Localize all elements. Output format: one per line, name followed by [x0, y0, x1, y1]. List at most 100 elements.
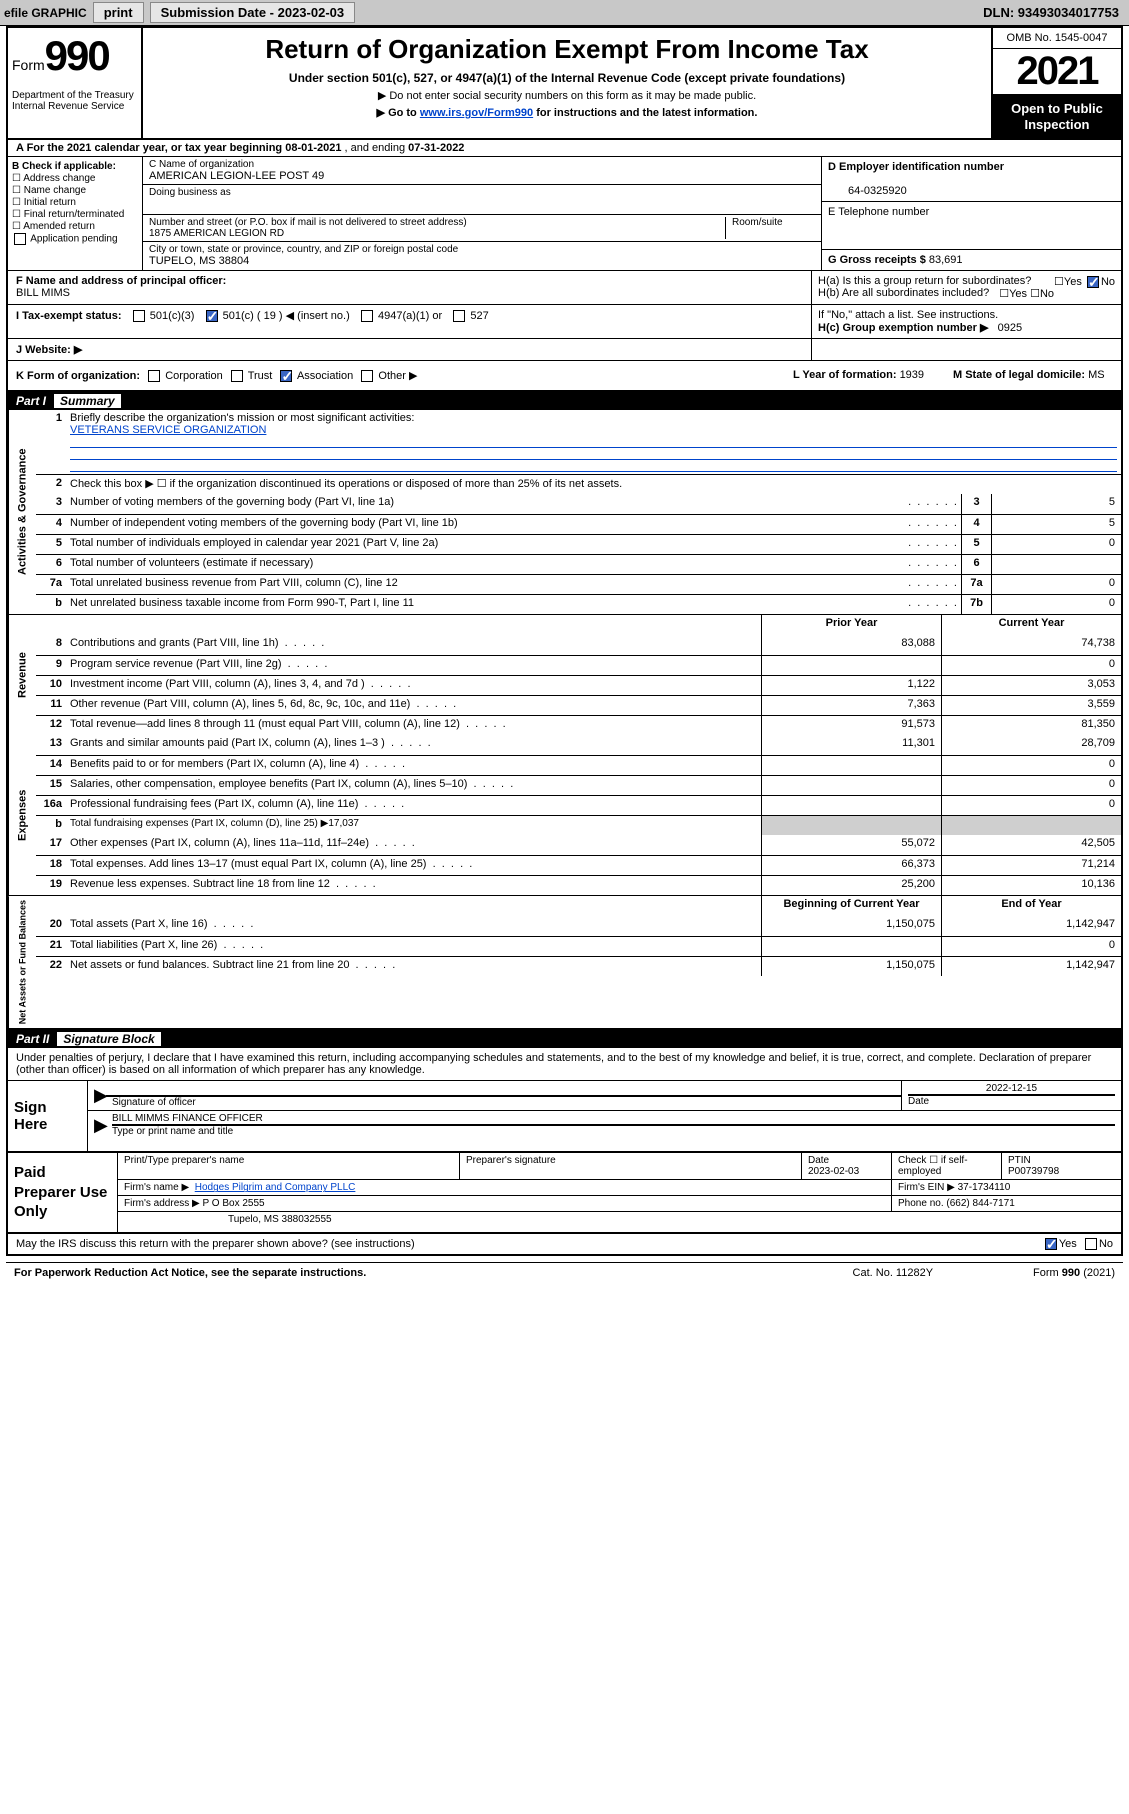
chk-501c3[interactable]	[133, 310, 145, 322]
summary-line: 19Revenue less expenses. Subtract line 1…	[36, 875, 1121, 895]
paid-preparer-label: Paid Preparer Use Only	[8, 1153, 118, 1232]
arrow-icon: ▶	[88, 1111, 106, 1139]
chk-501c-checked[interactable]	[206, 310, 218, 322]
summary-line: 14Benefits paid to or for members (Part …	[36, 755, 1121, 775]
ssn-warning: ▶ Do not enter social security numbers o…	[151, 89, 983, 102]
mission-value[interactable]: VETERANS SERVICE ORGANIZATION	[70, 424, 266, 436]
chk-corp[interactable]	[148, 370, 160, 382]
part2-header: Part IISignature Block	[8, 1030, 1121, 1048]
paid-preparer-block: Paid Preparer Use Only Print/Type prepar…	[8, 1153, 1121, 1234]
summary-line: 9Program service revenue (Part VIII, lin…	[36, 655, 1121, 675]
year-header-row: Prior Year Current Year	[36, 615, 1121, 635]
chk-name-change[interactable]: ☐ Name change	[12, 185, 138, 196]
org-name-row: C Name of organization AMERICAN LEGION-L…	[143, 157, 821, 185]
revenue-section-wrap: Revenue Prior Year Current Year 8Contrib…	[8, 615, 1121, 735]
chk-4947[interactable]	[361, 310, 373, 322]
summary-line: 7aTotal unrelated business revenue from …	[36, 574, 1121, 594]
header-left: Form990 Department of the Treasury Inter…	[8, 28, 143, 138]
discuss-no[interactable]	[1085, 1238, 1097, 1250]
summary-line: 17Other expenses (Part IX, column (A), l…	[36, 835, 1121, 855]
section-d-g: D Employer identification number 64-0325…	[821, 157, 1121, 270]
gross-receipts: G Gross receipts $ 83,691	[822, 250, 1121, 270]
summary-line: 18Total expenses. Add lines 13–17 (must …	[36, 855, 1121, 875]
form-title: Return of Organization Exempt From Incom…	[151, 34, 983, 65]
top-toolbar: efile GRAPHIC print Submission Date - 20…	[0, 0, 1129, 26]
omb-number: OMB No. 1545-0047	[993, 28, 1121, 49]
chk-application-pending[interactable]: Application pending	[12, 233, 138, 245]
phone-box: E Telephone number	[822, 202, 1121, 250]
ha-no-checked[interactable]	[1087, 276, 1099, 288]
summary-line: 10Investment income (Part VIII, column (…	[36, 675, 1121, 695]
ein-value: 64-0325920	[828, 185, 907, 197]
chk-amended[interactable]: ☐ Amended return	[12, 221, 138, 232]
summary-line: 16aProfessional fundraising fees (Part I…	[36, 795, 1121, 815]
net-header-row: Beginning of Current Year End of Year	[36, 896, 1121, 916]
chk-other[interactable]	[361, 370, 373, 382]
ein-box: D Employer identification number 64-0325…	[822, 157, 1121, 202]
hb-note-hc: If "No," attach a list. See instructions…	[811, 305, 1121, 338]
firm-addr-row: Firm's address ▶ P O Box 2555 Phone no. …	[118, 1196, 1121, 1212]
mission-line: Briefly describe the organization's miss…	[66, 410, 1121, 474]
discuss-yes-checked[interactable]	[1045, 1238, 1057, 1250]
summary-line: 20Total assets (Part X, line 16) . . . .…	[36, 916, 1121, 936]
chk-address-change[interactable]: ☐ Address change	[12, 173, 138, 184]
summary-line: 8Contributions and grants (Part VIII, li…	[36, 635, 1121, 655]
irs-link[interactable]: www.irs.gov/Form990	[420, 107, 533, 119]
date-label: Date	[908, 1094, 1115, 1107]
officer-name: BILL MIMS	[16, 287, 70, 299]
tax-year: 2021	[993, 49, 1121, 95]
sign-here-block: Sign Here ▶ Signature of officer 2022-12…	[8, 1081, 1121, 1153]
section-b: B Check if applicable: ☐ Address change …	[8, 157, 143, 270]
name-title-label: Type or print name and title	[112, 1124, 1115, 1137]
form-subtitle: Under section 501(c), 527, or 4947(a)(1)…	[151, 71, 983, 85]
submission-date-button[interactable]: Submission Date - 2023-02-03	[150, 2, 356, 23]
summary-line: 5Total number of individuals employed in…	[36, 534, 1121, 554]
chk-trust[interactable]	[231, 370, 243, 382]
net-assets-section: Net Assets or Fund Balances Beginning of…	[8, 896, 1121, 1030]
state-domicile: M State of legal domicile: MS	[953, 369, 1113, 382]
sig-date: 2022-12-15	[908, 1083, 1115, 1094]
sign-here-label: Sign Here	[8, 1081, 88, 1151]
line-16b: b Total fundraising expenses (Part IX, c…	[36, 815, 1121, 835]
instructions-link-line: ▶ Go to www.irs.gov/Form990 for instruct…	[151, 106, 983, 119]
chk-final-return[interactable]: ☐ Final return/terminated	[12, 209, 138, 220]
hb-row: H(b) Are all subordinates included? ☐Yes…	[818, 287, 1115, 299]
form-number: Form990	[12, 32, 137, 80]
chk-527[interactable]	[453, 310, 465, 322]
department-label: Department of the Treasury Internal Reve…	[12, 90, 137, 112]
summary-line: 15Salaries, other compensation, employee…	[36, 775, 1121, 795]
firm-name-link[interactable]: Hodges Pilgrim and Company PLLC	[195, 1182, 356, 1193]
row-a-tax-year: A For the 2021 calendar year, or tax yea…	[8, 140, 1121, 157]
dln-label: DLN: 93493034017753	[983, 5, 1125, 20]
efile-label: efile GRAPHIC	[4, 6, 87, 20]
principal-officer: F Name and address of principal officer:…	[8, 271, 811, 304]
line2-discontinued: Check this box ▶ ☐ if the organization d…	[66, 475, 1121, 494]
section-f-h: F Name and address of principal officer:…	[8, 271, 1121, 305]
header2: B Check if applicable: ☐ Address change …	[8, 157, 1121, 271]
firm-name-row: Firm's name ▶ Hodges Pilgrim and Company…	[118, 1180, 1121, 1196]
city-row: City or town, state or province, country…	[143, 242, 821, 269]
governance-label: Activities & Governance	[8, 410, 36, 614]
header-right: OMB No. 1545-0047 2021 Open to Public In…	[991, 28, 1121, 138]
row-j: J Website: ▶	[8, 339, 1121, 361]
current-year-hdr: Current Year	[941, 615, 1121, 635]
cat-no: Cat. No. 11282Y	[853, 1267, 934, 1279]
prior-year-hdr: Prior Year	[761, 615, 941, 635]
arrow-icon: ▶	[88, 1081, 106, 1110]
page-footer: For Paperwork Reduction Act Notice, see …	[6, 1262, 1123, 1283]
summary-line: 12Total revenue—add lines 8 through 11 (…	[36, 715, 1121, 735]
chk-association-checked[interactable]	[280, 370, 292, 382]
officer-name-title: BILL MIMMS FINANCE OFFICER	[112, 1113, 1115, 1124]
summary-line: 4Number of independent voting members of…	[36, 514, 1121, 534]
summary-line: 21Total liabilities (Part X, line 26) . …	[36, 936, 1121, 956]
open-to-public-badge: Open to Public Inspection	[993, 95, 1121, 138]
year-formation: L Year of formation: 1939	[793, 369, 953, 382]
print-button[interactable]: print	[93, 2, 144, 23]
chk-initial-return[interactable]: ☐ Initial return	[12, 197, 138, 208]
street-row: Number and street (or P.O. box if mail i…	[143, 215, 821, 242]
row-k: K Form of organization: Corporation Trus…	[8, 361, 1121, 392]
summary-line: 22Net assets or fund balances. Subtract …	[36, 956, 1121, 976]
section-c: C Name of organization AMERICAN LEGION-L…	[143, 157, 821, 270]
street-address: 1875 AMERICAN LEGION RD	[149, 228, 725, 239]
irs-discuss-row: May the IRS discuss this return with the…	[8, 1234, 1121, 1254]
